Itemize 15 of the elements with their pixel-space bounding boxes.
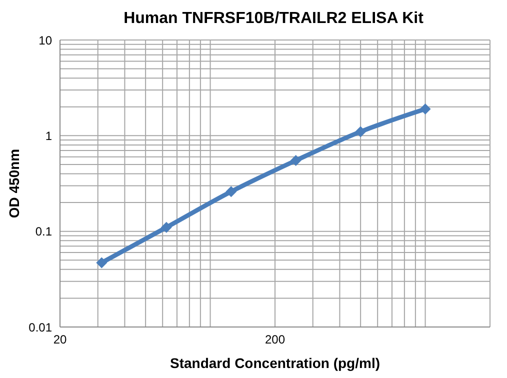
y-axis-title: OD 450nm — [6, 148, 22, 218]
point — [290, 155, 302, 166]
chart-title: Human TNFRSF10B/TRAILR2 ELISA Kit — [122, 9, 424, 29]
y-tick-label: 10 — [38, 33, 52, 48]
point — [226, 186, 237, 198]
y-tick-label: 0.01 — [28, 320, 52, 334]
point — [96, 257, 108, 268]
y-tick-label: 0.1 — [35, 224, 52, 239]
y-tick-label: 1 — [45, 128, 52, 143]
point — [160, 222, 172, 233]
x-tick-label: 200 — [264, 332, 286, 347]
point — [355, 126, 366, 138]
point — [420, 104, 431, 114]
x-axis-title: Standard Concentration (pg/ml) — [170, 355, 380, 371]
x-tick-label: 20 — [53, 332, 67, 347]
